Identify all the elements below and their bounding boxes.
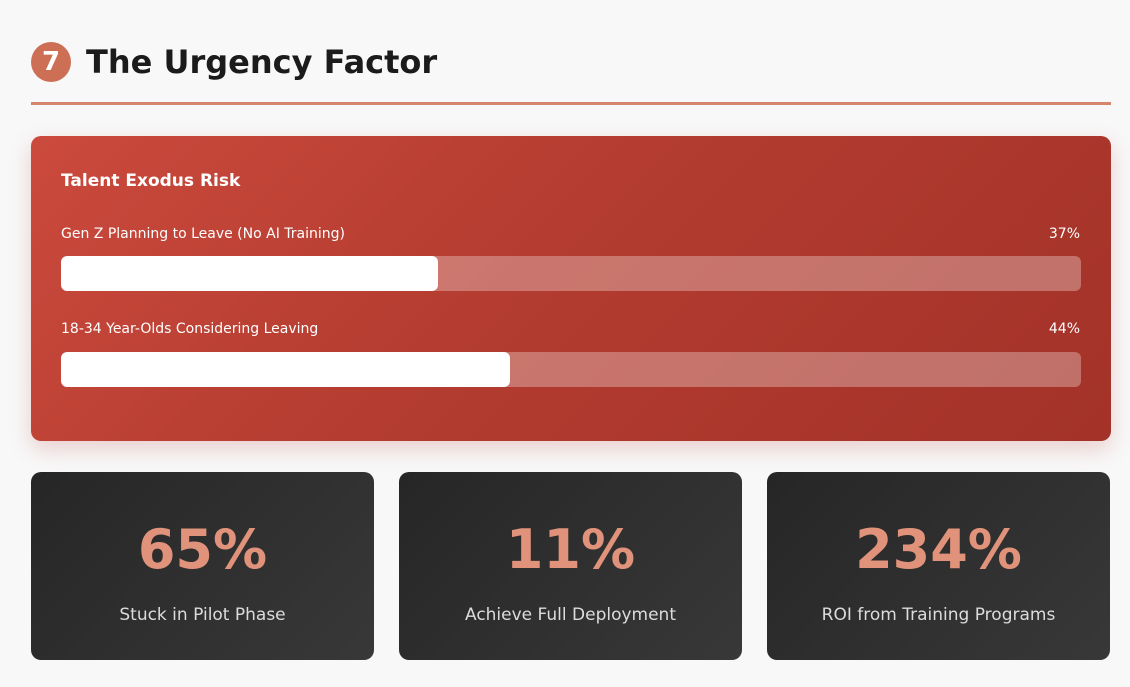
gen-z-leave-label: Gen Z Planning to Leave (No AI Training) <box>61 226 345 242</box>
stat-card-pilot-phase: 65% Stuck in Pilot Phase <box>31 472 374 660</box>
stat-label: ROI from Training Programs <box>821 605 1056 625</box>
header-divider <box>31 102 1111 105</box>
gen-z-leave-progress-track <box>61 256 1081 291</box>
stat-value: 65% <box>137 518 268 581</box>
gen-z-leave-value: 37% <box>1048 226 1080 242</box>
young-adults-leave-progress-track <box>61 352 1081 387</box>
gen-z-leave-progress-fill <box>61 256 439 291</box>
stat-card-training-roi: 234% ROI from Training Programs <box>767 472 1110 660</box>
section-header: 7 The Urgency Factor <box>31 40 1111 84</box>
section-title: The Urgency Factor <box>86 43 438 81</box>
stat-card-full-deployment: 11% Achieve Full Deployment <box>399 472 742 660</box>
young-adults-leave-progress-fill <box>61 352 510 387</box>
section-number-badge: 7 <box>31 42 71 82</box>
stat-value: 234% <box>855 518 1022 581</box>
stat-value: 11% <box>505 518 636 581</box>
risk-card-title: Talent Exodus Risk <box>61 171 241 191</box>
young-adults-leave-value: 44% <box>1048 321 1080 337</box>
talent-exodus-risk-card: Talent Exodus Risk Gen Z Planning to Lea… <box>31 136 1111 441</box>
young-adults-leave-label: 18-34 Year-Olds Considering Leaving <box>61 321 319 337</box>
stat-label: Stuck in Pilot Phase <box>119 605 286 625</box>
stat-label: Achieve Full Deployment <box>464 605 676 625</box>
